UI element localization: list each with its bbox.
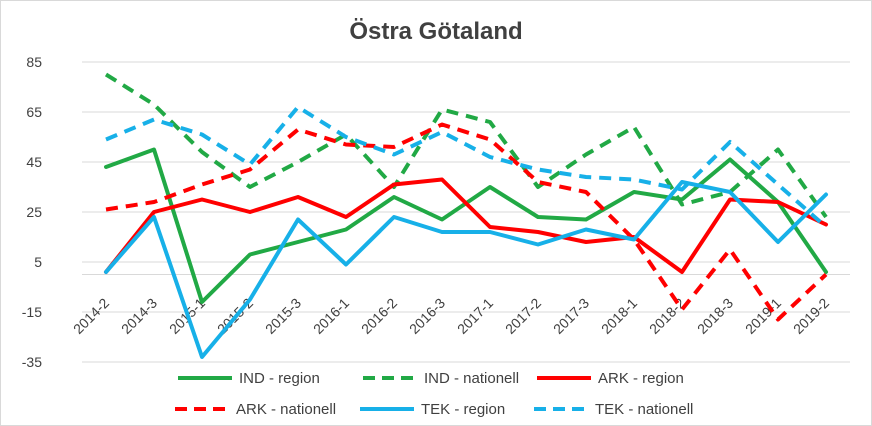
series-line	[105, 122, 828, 322]
legend-label: IND - nationell	[424, 370, 519, 387]
x-tick-label: 2016-1	[310, 295, 352, 337]
chart-title: Östra Götaland	[349, 18, 523, 45]
legend-label: IND - region	[239, 370, 320, 387]
y-axis-labels: 85 65 45 25 5 -15 -35	[22, 54, 42, 370]
series-line	[104, 177, 828, 274]
x-tick-label: 2016-3	[406, 295, 448, 337]
legend-label: ARK - nationell	[236, 401, 336, 418]
x-tick-label: 2017-3	[550, 295, 592, 337]
y-tick-label: -35	[22, 354, 42, 370]
x-tick-label: 2017-1	[454, 295, 496, 337]
y-tick-label: 5	[34, 254, 42, 270]
y-tick-label: 25	[26, 204, 42, 220]
legend-label: TEK - region	[421, 401, 505, 418]
series-line	[105, 105, 828, 229]
series-line	[104, 180, 828, 359]
x-tick-label: 2017-2	[502, 295, 544, 337]
x-tick-label: 2019-1	[742, 295, 784, 337]
series-line	[104, 147, 828, 304]
x-tick-label: 2018-1	[598, 295, 640, 337]
legend: IND - region IND - nationell ARK - region A…	[175, 370, 693, 418]
series-line	[104, 72, 828, 219]
y-tick-label: 45	[26, 154, 42, 170]
x-tick-label: 2015-3	[262, 295, 304, 337]
x-tick-label: 2014-2	[70, 295, 112, 337]
legend-label: ARK - region	[598, 370, 684, 387]
x-tick-label: 2016-2	[358, 295, 400, 337]
x-tick-label: 2018-2	[646, 295, 688, 337]
y-tick-label: 65	[26, 104, 42, 120]
x-tick-label: 2014-3	[118, 295, 160, 337]
series-lines	[104, 72, 828, 359]
x-tick-label: 2018-3	[694, 295, 736, 337]
y-tick-label: 85	[26, 54, 42, 70]
legend-label: TEK - nationell	[595, 401, 693, 418]
y-tick-label: -15	[22, 304, 42, 320]
